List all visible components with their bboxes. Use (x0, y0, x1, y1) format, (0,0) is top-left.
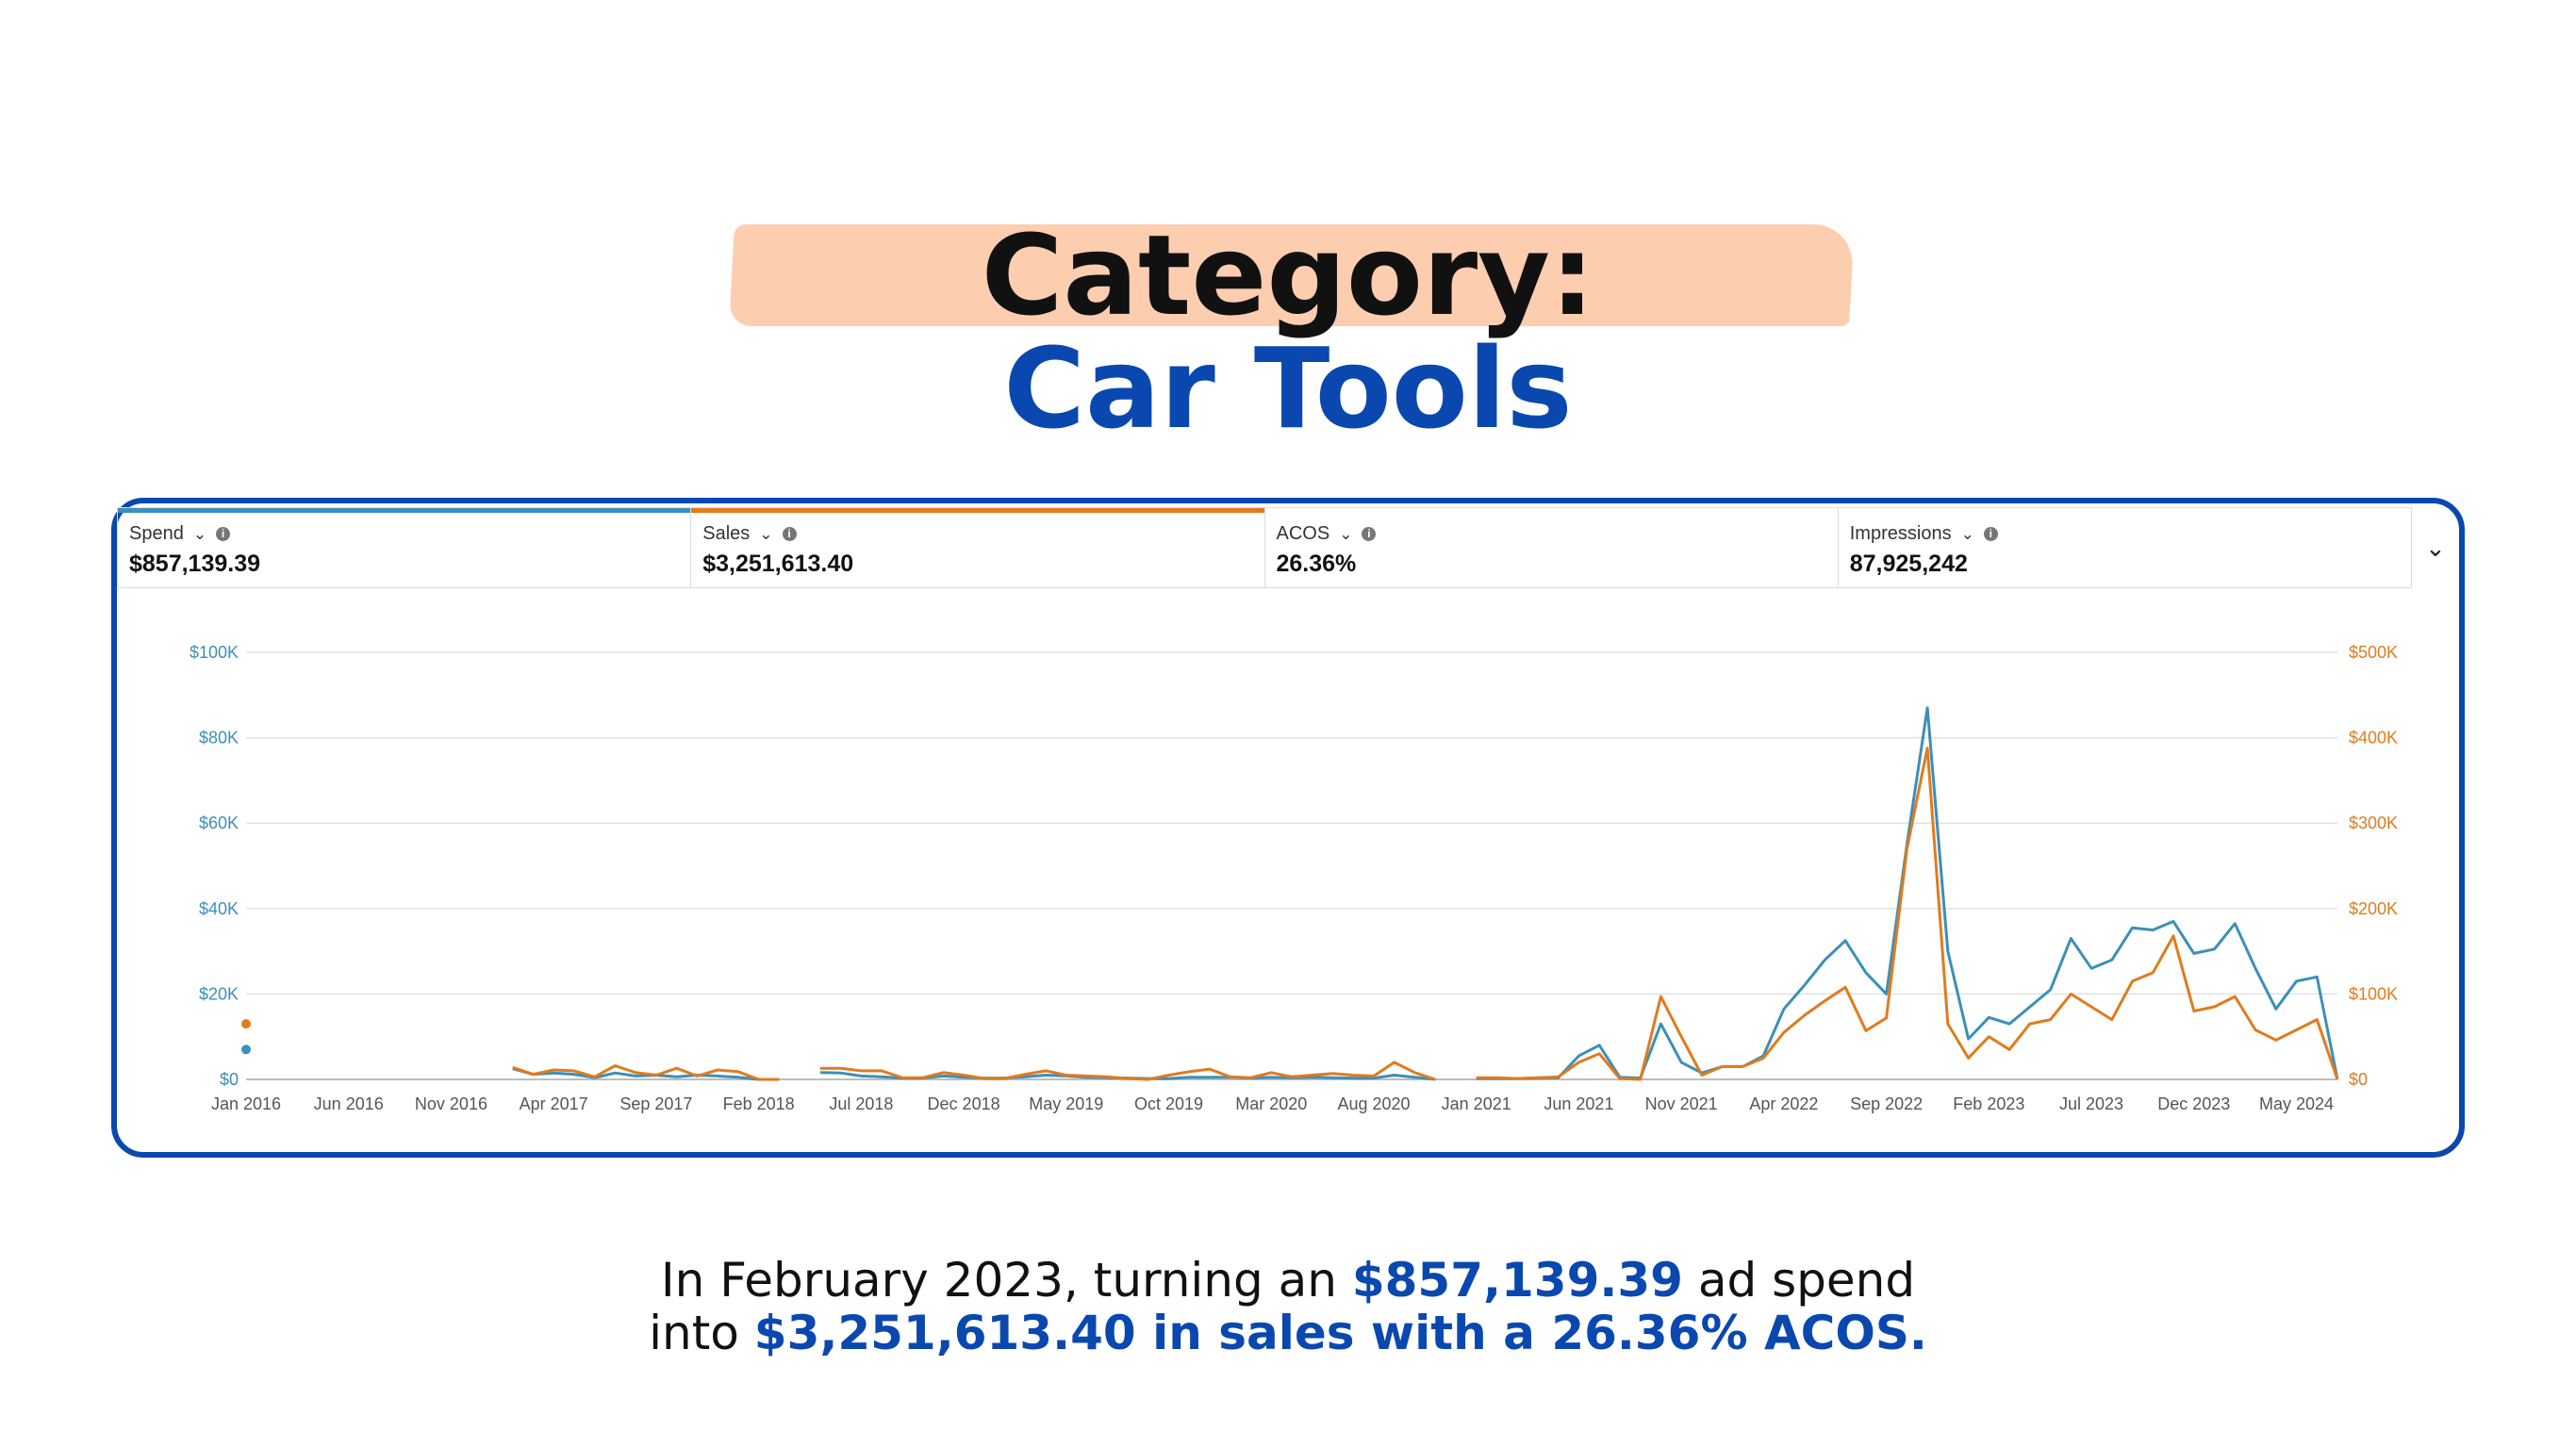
y-right-tick-label: $500K (2349, 643, 2398, 662)
x-tick-label: May 2024 (2259, 1094, 2334, 1113)
metric-acos-value: 26.36% (1276, 551, 1357, 577)
x-tick-label: Sep 2017 (619, 1094, 692, 1113)
caption-sales-highlight: $3,251,613.40 in sales with a 26.36% ACO… (753, 1306, 1927, 1360)
y-right-tick-label: $100K (2349, 984, 2398, 1003)
x-tick-label: May 2019 (1029, 1094, 1103, 1113)
caption: In February 2023, turning an $857,139.39… (0, 1254, 2576, 1359)
metric-spend-bar (118, 508, 691, 513)
x-tick-label: Jun 2016 (314, 1094, 384, 1113)
y-left-tick-label: $40K (199, 899, 239, 918)
y-left-tick-label: $80K (199, 729, 239, 748)
line-chart: $0 $0 $20K $100K $40K $200K $60K $300K $80K $400K… (190, 643, 2398, 1113)
info-icon[interactable]: i (1983, 527, 1998, 541)
page-subtitle: Car Tools (1003, 323, 1573, 453)
sales-series-line (1476, 747, 2339, 1081)
metric-tile-sales[interactable]: Sales ⌄ i $3,251,613.40 (691, 507, 1265, 588)
y-left-tick-label: $20K (199, 984, 239, 1003)
metric-sales-label: Sales (702, 523, 751, 544)
spend-series-line (1476, 706, 2339, 1080)
y-left-tick-label: $100K (190, 643, 239, 662)
x-tick-label: Dec 2023 (2157, 1094, 2230, 1113)
metric-spend-value: $857,139.39 (129, 551, 261, 577)
x-tick-label: Aug 2020 (1337, 1094, 1410, 1113)
info-icon[interactable]: i (216, 527, 231, 541)
y-left-tick-label: $0 (220, 1070, 239, 1089)
spend-series-line (512, 1067, 759, 1081)
chevron-down-icon[interactable]: ⌄ (192, 524, 207, 543)
x-tick-label: Sep 2022 (1850, 1094, 1923, 1113)
x-tick-label: Dec 2018 (928, 1094, 1000, 1113)
x-tick-label: Mar 2020 (1235, 1094, 1307, 1113)
y-right-tick-label: $300K (2349, 814, 2398, 832)
spend-point (241, 1045, 251, 1055)
caption-spend-highlight: $857,139.39 (1351, 1253, 1683, 1308)
x-tick-label: Apr 2022 (1749, 1094, 1818, 1113)
y-right-tick-label: $400K (2349, 729, 2398, 748)
metric-acos-label: ACOS (1276, 523, 1330, 544)
metric-tile-spend[interactable]: Spend ⌄ i $857,139.39 (117, 507, 692, 588)
x-tick-label: Oct 2019 (1134, 1094, 1203, 1113)
x-tick-label: Jul 2023 (2059, 1094, 2123, 1113)
metric-tile-impressions[interactable]: Impressions ⌄ i 87,925,242 (1838, 507, 2412, 588)
x-tick-label: Jan 2021 (1442, 1094, 1511, 1113)
caption-text-1: In February 2023, turning an (660, 1253, 1352, 1308)
chevron-down-icon[interactable]: ⌄ (759, 524, 773, 543)
caption-text-3: into (649, 1306, 754, 1360)
metric-sales-bar (691, 508, 1264, 513)
chevron-down-icon[interactable]: ⌄ (1960, 524, 1974, 543)
dashboard-frame (111, 498, 2465, 1158)
chevron-down-icon[interactable]: ⌄ (1339, 524, 1353, 543)
metric-sales-value: $3,251,613.40 (702, 551, 854, 577)
sales-series-line (512, 1064, 780, 1081)
page-title: Category: (981, 210, 1595, 340)
info-icon[interactable]: i (782, 527, 797, 541)
x-tick-label: Jan 2016 (211, 1094, 281, 1113)
metric-impressions-value: 87,925,242 (1849, 551, 1968, 577)
y-right-tick-label: $200K (2349, 899, 2398, 918)
info-icon[interactable]: i (1362, 527, 1377, 541)
metric-spend-label: Spend (129, 523, 184, 544)
x-tick-label: Jun 2021 (1544, 1094, 1613, 1113)
x-tick-label: Feb 2023 (1953, 1094, 2024, 1113)
x-tick-label: Jul 2018 (829, 1094, 893, 1113)
x-tick-label: Nov 2016 (415, 1094, 487, 1113)
sales-series-line (819, 1061, 1436, 1081)
caption-text-2: ad spend (1682, 1253, 1916, 1308)
x-tick-label: Nov 2021 (1645, 1094, 1718, 1113)
y-right-tick-label: $0 (2349, 1070, 2368, 1089)
metric-tile-acos[interactable]: ACOS ⌄ i 26.36% (1264, 507, 1839, 588)
x-tick-label: Apr 2017 (520, 1094, 588, 1113)
metric-tiles: Spend ⌄ i $857,139.39 Sales ⌄ i $3,251,613.4… (117, 507, 2412, 588)
expand-metrics-chevron-icon[interactable]: ⌄ (2425, 534, 2446, 562)
y-left-tick-label: $60K (199, 814, 239, 832)
metric-impressions-label: Impressions (1849, 523, 1952, 544)
sales-point (241, 1019, 251, 1029)
x-tick-label: Feb 2018 (723, 1094, 795, 1113)
